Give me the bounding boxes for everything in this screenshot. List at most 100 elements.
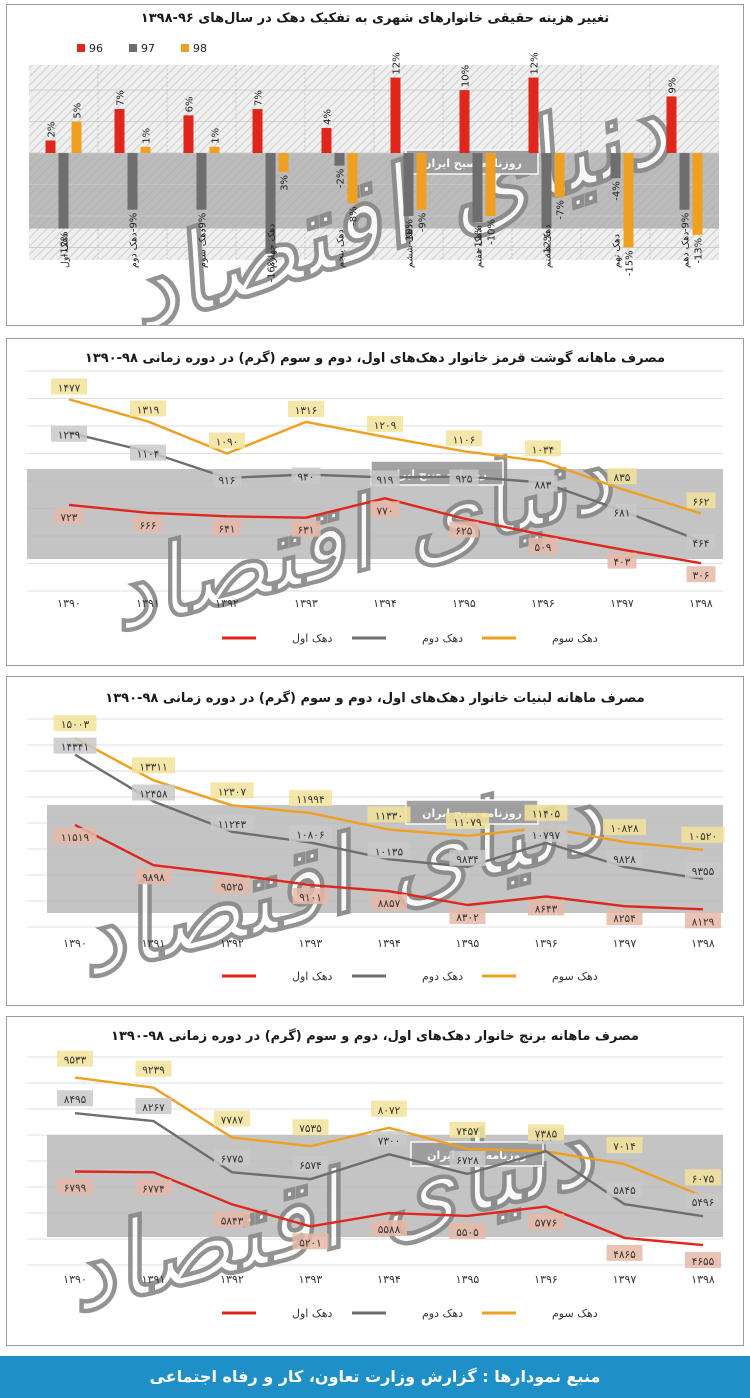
watermark-tag-box [405,149,539,175]
tick-label: دهک هفتم [474,228,485,268]
tick-label: دهک سوم [198,228,209,268]
legend: دهک اول دهک دوم دهک سوم [222,632,598,645]
legend-label: دهک سوم [552,632,598,645]
bar-chart-panel: تغییر هزینه حقیقی خانوارهای شهری به تفکی… [6,4,744,326]
data-label-bg [686,492,716,509]
data-label: ۱۱۲۴۳ [218,819,247,831]
data-label: ۵۸۴۵ [613,1185,636,1197]
legend-label: 98 [193,42,207,55]
data-label-bg [603,819,646,836]
tick-label: ۱۳۹۵ [452,597,476,610]
data-label: ۸۱۲۹ [692,916,715,928]
legend-swatch [181,44,189,52]
data-label-bg [449,849,486,866]
data-label: ۱۲۴۵۸ [139,789,168,801]
data-label: ۵۵۰۵ [456,1227,479,1239]
data-label: -8% [349,206,360,225]
tick-label: ۱۳۹۷ [613,937,637,950]
data-label-bg [606,1181,643,1198]
data-label: ۱۱۹۹۴ [296,794,324,806]
data-label: -9% [129,213,140,232]
data-label-bg [53,737,97,754]
data-label-bg [449,469,479,486]
tick-label: ۱۳۹۸ [691,937,715,950]
data-label: 7% [116,90,127,106]
tick-label: دهک ششم [405,224,416,268]
data-label: 3% [280,175,291,191]
data-label: ۶۵۷۴ [299,1160,322,1172]
data-label: 5% [73,103,84,119]
data-label-bg [370,501,400,518]
legend: دهک اول دهک دوم دهک سوم [222,1307,598,1320]
bar [71,121,82,154]
data-label: ۱۱۴۰۵ [532,809,561,821]
series-line [68,398,702,515]
data-label-bg [212,519,242,536]
bar [127,153,138,210]
tick-label: دهک دهم [681,232,692,268]
data-label: ۸۳۵ [614,472,631,484]
data-label-bg [685,861,721,878]
data-label: ۸۳۰۲ [456,912,479,924]
data-label-bg [130,400,166,417]
tick-label: ۱۳۹۳ [299,1273,323,1286]
data-label: -7% [556,200,567,219]
data-label: ۹۱۹ [377,474,394,486]
bar [472,153,483,223]
tick-label: دهک پنجم [336,229,347,268]
data-label: ۹۵۳۳ [64,1055,87,1067]
data-label: -9% [418,213,429,232]
data-label-bg [51,425,87,442]
dairy-line-chart-panel: مصرف ماهانه لبنیات خانوار دهک‌های اول، د… [6,676,744,1006]
bar [692,153,703,235]
data-label: ۵۵۸۸ [378,1224,401,1236]
data-label: ۴۰۳ [614,557,631,569]
tick-label: ۱۳۹۵ [456,937,480,950]
data-label: -13% [694,238,705,264]
bar [528,77,539,154]
data-label-bg [371,1131,407,1148]
data-label-bg [214,1110,250,1127]
data-label: ۱۰۹۰ [216,437,239,449]
data-label: -10% [405,219,416,245]
data-label: ۹۸۹۸ [142,872,165,884]
data-label: ۳۰۶ [693,570,710,582]
data-label-bg [685,1193,721,1210]
data-label: ۵۴۹۶ [692,1197,715,1209]
data-label: ۵۲۰۱ [299,1237,322,1249]
data-label-bg [528,899,564,916]
data-label: ۷۲۳ [61,512,78,524]
data-label: ۹۱۰۱ [299,892,322,904]
data-label: ۷۰۱۴ [613,1141,636,1153]
tick-label: ۱۳۹۲ [220,937,244,950]
series-line [74,737,704,851]
data-label-bg [607,468,637,485]
data-label-bg [289,790,332,807]
tick-label: ۱۳۹۳ [294,597,318,610]
data-label-bg [606,849,643,866]
data-label: 10% [461,65,472,87]
tick-label: ۱۳۹۴ [377,1273,401,1286]
data-label: ۶۰۷۵ [692,1173,715,1185]
data-label-bg [606,1137,643,1154]
bar [610,153,621,179]
data-label: -15% [625,250,636,276]
data-label: ۶۷۷۵ [221,1153,244,1165]
data-label-bg [524,804,568,821]
series-line [68,497,702,565]
tick-label: ۱۳۹۴ [373,597,397,610]
data-label: 2% [47,122,58,138]
data-label-bg [57,1090,93,1107]
data-label-bg [135,1098,172,1115]
data-label: -16% [267,257,278,283]
legend: 96 97 98 [77,42,207,55]
data-label: ۱۰۸۰۶ [296,830,324,842]
data-label-bg [214,877,250,894]
tick-label: دهک چهارم [267,224,278,268]
bar [416,153,427,210]
data-label-bg [528,537,558,554]
data-label-bg [371,1100,407,1117]
tick-label: ۱۳۹۵ [456,1273,480,1286]
data-label-bg [210,782,254,799]
